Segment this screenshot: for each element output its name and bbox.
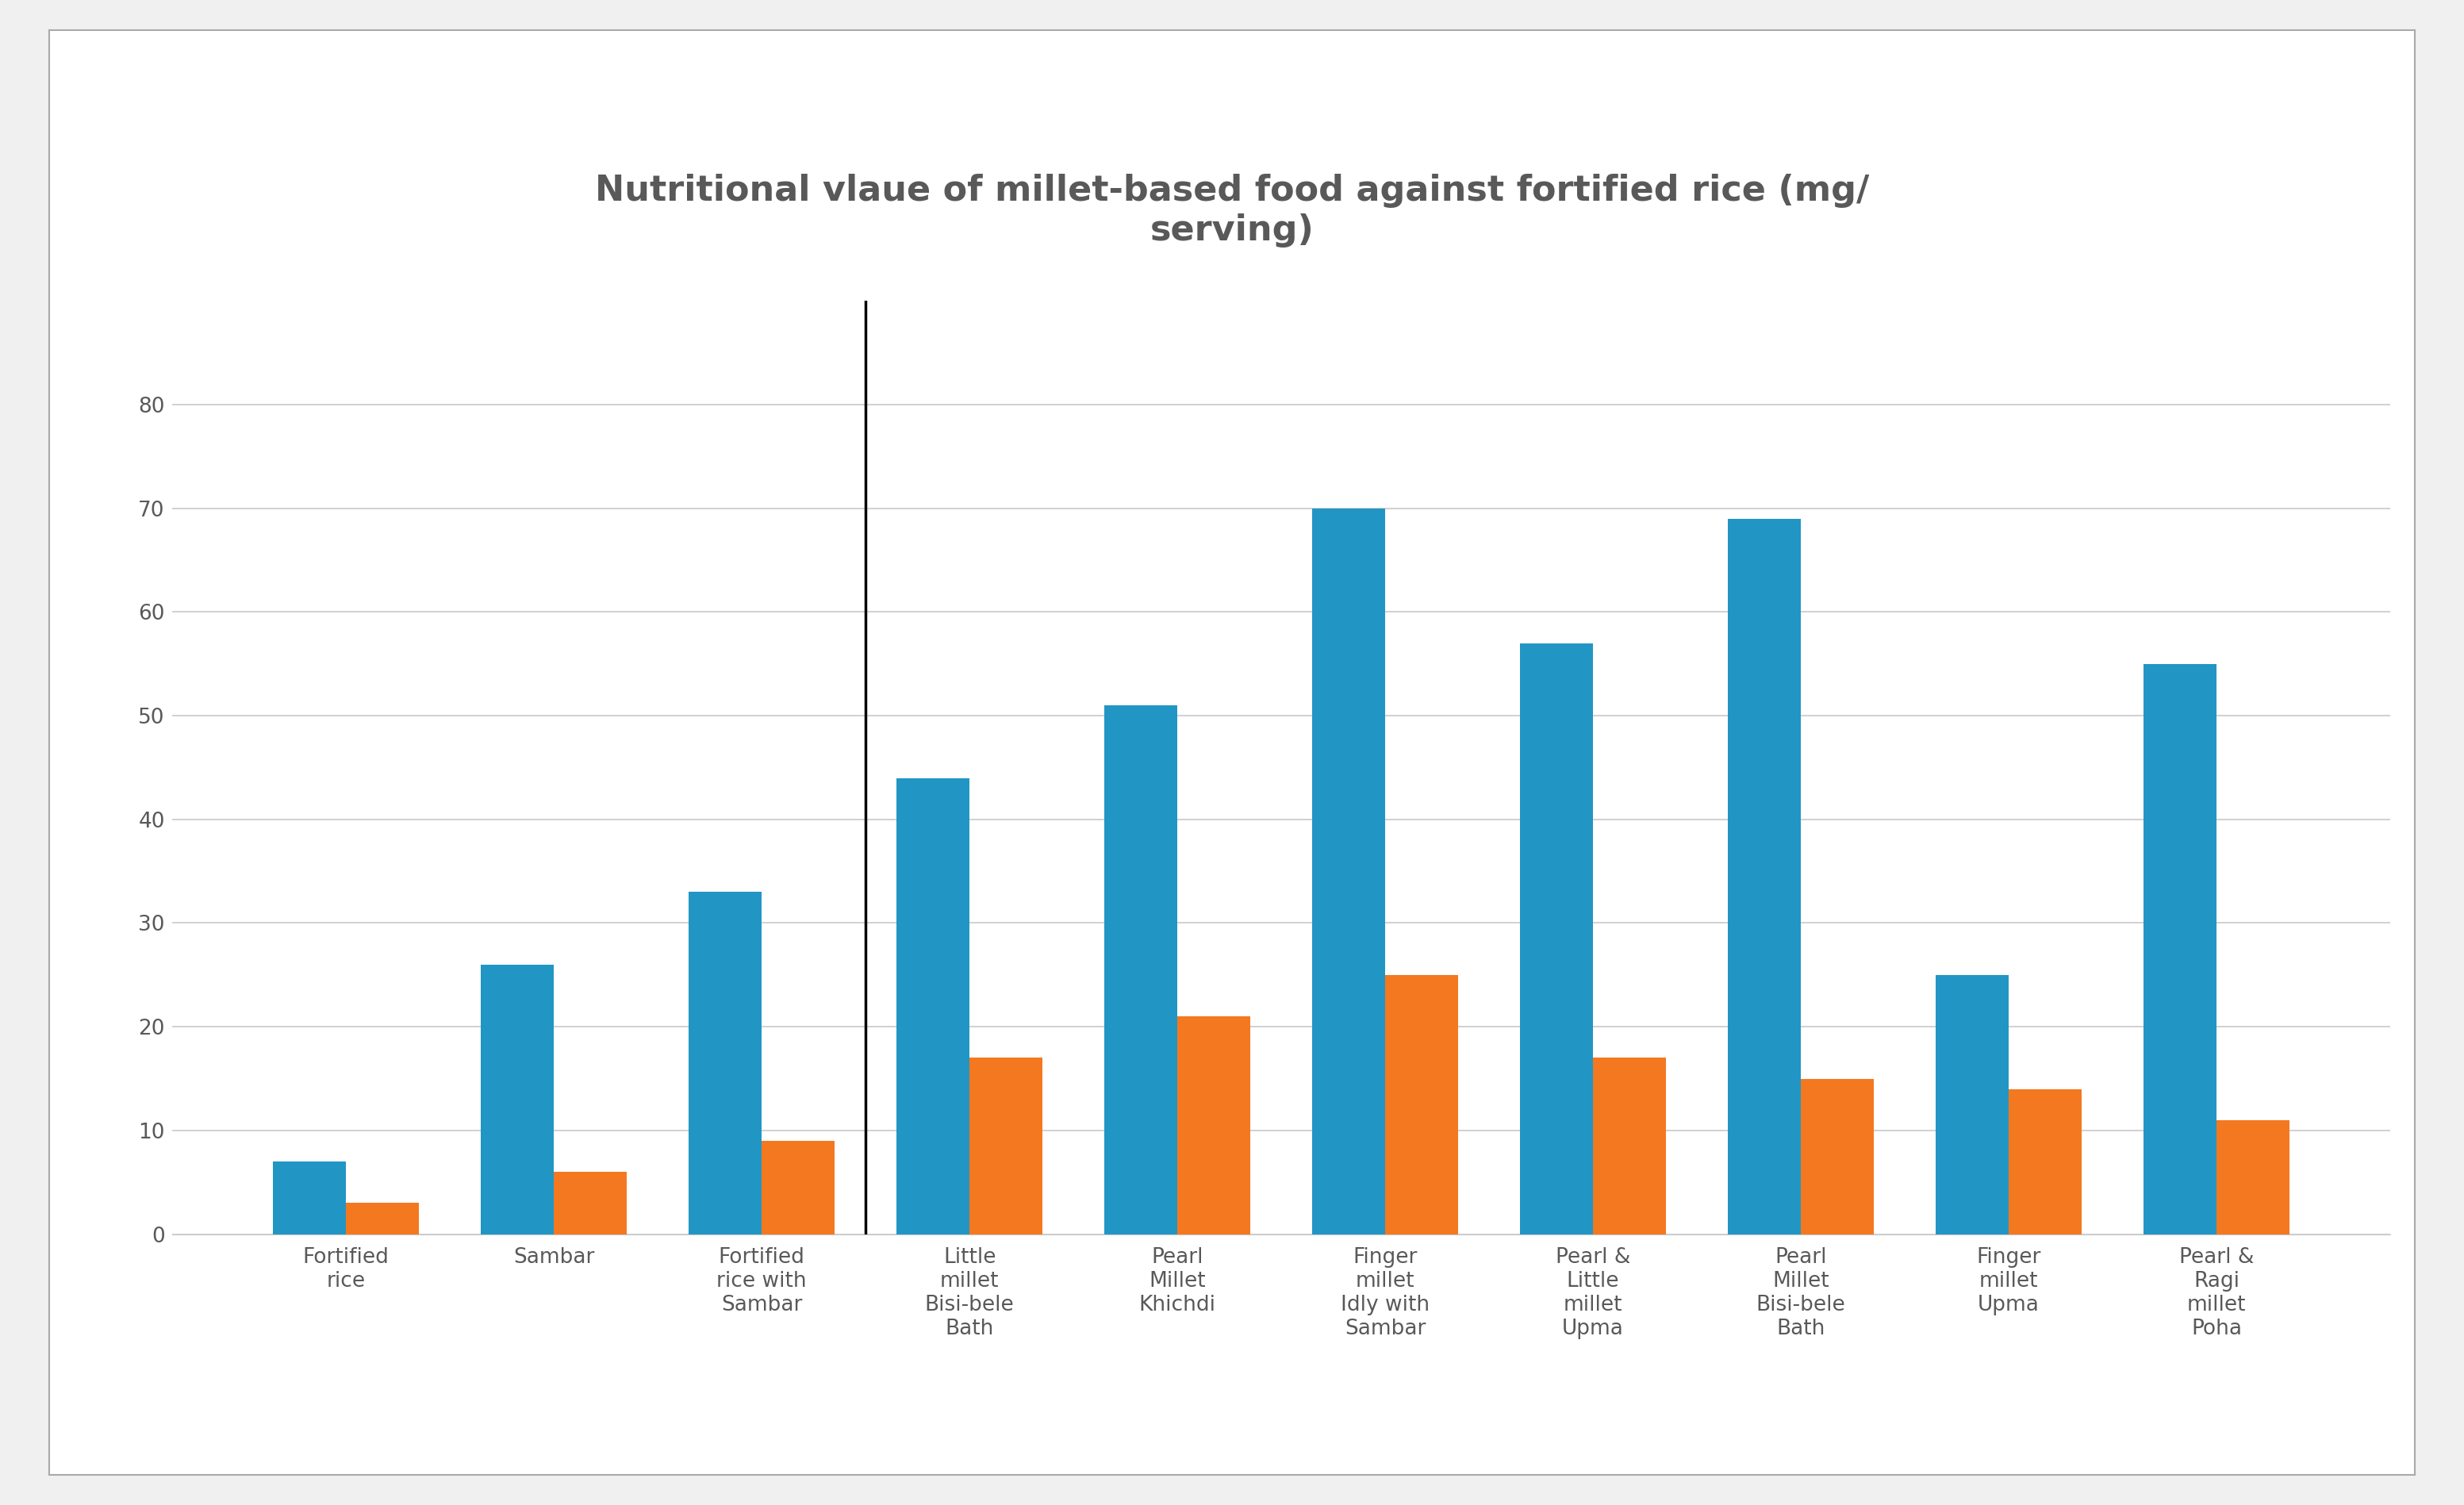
- Bar: [345, 1202, 419, 1234]
- Bar: [2008, 1090, 2082, 1234]
- Bar: [1104, 706, 1178, 1234]
- Bar: [1727, 519, 1801, 1234]
- Bar: [1385, 975, 1459, 1234]
- Bar: [274, 1162, 345, 1234]
- Bar: [1937, 975, 2008, 1234]
- Bar: [2218, 1120, 2289, 1234]
- Bar: [897, 778, 968, 1234]
- Bar: [480, 965, 554, 1234]
- Bar: [1178, 1016, 1249, 1234]
- Bar: [2144, 664, 2218, 1234]
- Text: Nutritional vlaue of millet-based food against fortified rice (mg/
serving): Nutritional vlaue of millet-based food a…: [594, 175, 1870, 247]
- Bar: [554, 1172, 626, 1234]
- Bar: [761, 1141, 835, 1234]
- Bar: [1801, 1079, 1873, 1234]
- Bar: [690, 892, 761, 1234]
- Bar: [1594, 1058, 1666, 1234]
- Legend: Iron mg, Zinc mg: Iron mg, Zinc mg: [1074, 1494, 1488, 1505]
- Bar: [1313, 509, 1385, 1234]
- Bar: [968, 1058, 1042, 1234]
- Bar: [1520, 643, 1594, 1234]
